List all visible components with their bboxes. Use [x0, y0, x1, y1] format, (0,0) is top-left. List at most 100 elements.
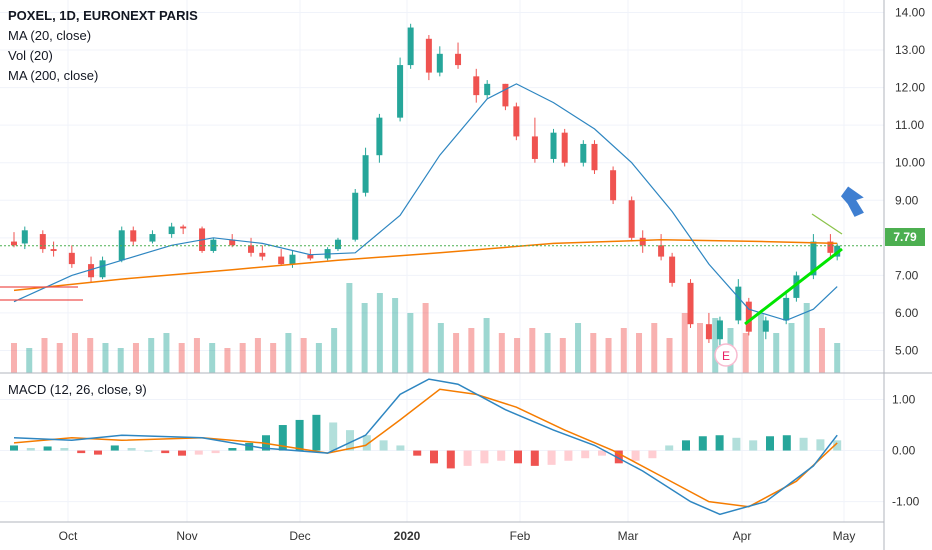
volume-bar	[757, 313, 764, 373]
volume-bar	[788, 323, 795, 373]
volume-legend[interactable]: Vol (20)	[8, 48, 53, 63]
macd-histogram-bar	[211, 450, 220, 454]
volume-bar	[407, 313, 414, 373]
candle-body	[793, 275, 800, 298]
macd-histogram-bar	[94, 450, 102, 455]
ma20-line	[13, 83, 838, 322]
volume-bar	[300, 338, 307, 373]
volume-bar	[651, 323, 658, 373]
drawing-annotations	[0, 186, 864, 326]
macd-histogram-bar	[732, 437, 741, 451]
macd-histogram-bar	[816, 439, 825, 451]
candle-body	[180, 226, 187, 229]
time-tick-label: Mar	[618, 529, 639, 543]
candle-body	[531, 136, 538, 159]
macd-histogram-bar	[110, 445, 119, 451]
volume-bar	[56, 343, 63, 373]
time-tick-label: Nov	[176, 529, 197, 543]
volume-bar	[498, 333, 505, 373]
macd-histogram-bar	[194, 450, 203, 455]
volume-bar	[818, 328, 825, 373]
candle-body	[334, 239, 341, 250]
candle-body	[783, 297, 790, 321]
volume-bar	[803, 303, 810, 373]
macd-histogram-bar	[766, 436, 774, 451]
volume-bar	[773, 333, 780, 373]
macd-histogram-bar	[547, 450, 556, 465]
candle-body	[436, 53, 443, 73]
volume-bar	[453, 333, 460, 373]
candle-body	[352, 192, 359, 240]
volume-bar	[193, 338, 200, 373]
macd-line	[13, 378, 838, 516]
ma200-legend[interactable]: MA (200, close)	[8, 68, 99, 83]
macd-histogram-bar	[698, 436, 707, 451]
candle-body	[407, 27, 414, 66]
macd-histogram-bar	[564, 450, 573, 461]
symbol-title[interactable]: POXEL, 1D, EURONEXT PARIS	[8, 8, 198, 23]
volume-bar	[331, 328, 338, 373]
earnings-marker[interactable]: E	[714, 343, 738, 367]
volume-bar	[681, 313, 688, 373]
macd-histogram-bar	[463, 450, 472, 466]
macd-histogram-bar	[631, 450, 640, 461]
price-tick-label: 11.00	[895, 118, 924, 132]
macd-histogram-bar	[127, 448, 136, 451]
candle-body	[745, 301, 752, 332]
candle-body	[229, 239, 236, 246]
volume-bar	[71, 333, 78, 373]
candle-body	[687, 282, 694, 325]
candle-body	[658, 245, 665, 257]
macd-histogram-bar	[665, 445, 674, 451]
ma20-legend[interactable]: MA (20, close)	[8, 28, 92, 43]
price-axis: 14.0013.0012.0011.0010.009.008.007.006.0…	[59, 6, 926, 543]
macd-histogram-bar	[379, 440, 388, 451]
volume-bar	[254, 338, 261, 373]
candle-body	[168, 226, 175, 235]
candle-body	[810, 241, 817, 276]
macd-tick-label: 0.00	[892, 444, 916, 458]
candle-body	[473, 76, 480, 96]
up-arrow-icon	[840, 186, 864, 217]
volume-bar	[483, 318, 490, 373]
macd-histogram-bar	[749, 440, 758, 451]
macd-legend[interactable]: MACD (12, 26, close, 9)	[8, 382, 147, 397]
price-tick-label: 6.00	[895, 306, 919, 320]
macd-histogram-bar	[497, 450, 506, 461]
macd-histogram-bar	[245, 442, 254, 451]
macd-histogram-bar	[833, 440, 842, 451]
volume-bar	[559, 338, 566, 373]
volume-bar	[575, 323, 582, 373]
candle-body	[580, 143, 587, 163]
candle-body	[149, 234, 156, 242]
time-tick-label: Oct	[59, 529, 78, 543]
macd-histogram-bar	[228, 448, 237, 451]
candle-body	[455, 53, 462, 66]
price-tick-label: 13.00	[895, 43, 925, 57]
volume-bar	[315, 343, 322, 373]
gridlines	[0, 0, 884, 522]
macd-histogram-bar	[396, 445, 405, 451]
volume-bar	[285, 333, 292, 373]
macd-histogram-bar	[295, 419, 304, 451]
candle-body	[21, 230, 28, 244]
volume-bar	[209, 343, 216, 373]
volume-bar	[148, 338, 155, 373]
volume-bar	[529, 328, 536, 373]
candle-body	[610, 170, 617, 201]
macd-legend-block: MACD (12, 26, close, 9)	[8, 380, 147, 400]
volume-bar	[346, 283, 353, 373]
macd-signal-line	[13, 388, 838, 508]
candle-body	[705, 324, 712, 340]
macd-histogram-bar	[26, 448, 35, 451]
candle-body	[362, 155, 369, 193]
candle-body	[99, 260, 106, 278]
macd-histogram-bar	[346, 430, 354, 451]
candle-body	[827, 241, 834, 253]
macd-histogram-bar	[278, 425, 287, 451]
candle-body	[735, 286, 742, 321]
volume-bar	[422, 303, 429, 373]
time-tick-label: May	[833, 529, 856, 543]
macd-histogram-bar	[614, 450, 623, 464]
time-tick-label: Dec	[289, 529, 310, 543]
